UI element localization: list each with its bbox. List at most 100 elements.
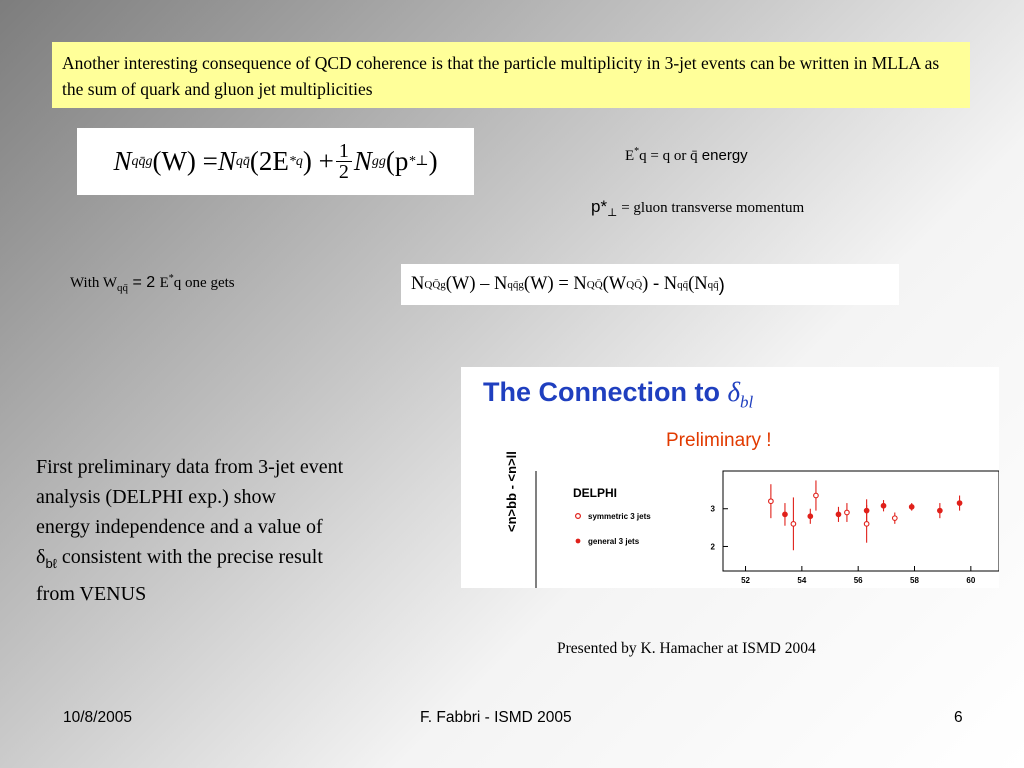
formula-t1-star: * [288, 153, 296, 169]
eq-a1: (W) – N [445, 274, 508, 294]
x-tick-label: 54 [797, 576, 806, 585]
plot-title-symbol: δ [727, 377, 741, 407]
data-point-filled [807, 513, 814, 520]
formula-t2: N [353, 146, 372, 176]
presented-by-credit: Presented by K. Hamacher at ISMD 2004 [557, 640, 816, 657]
chart-marks-layer: 52 54 56 58 60 2 3 [711, 480, 976, 585]
data-point-open [844, 509, 850, 516]
eq-a6: ) [718, 273, 725, 295]
formula-t1-close: ) + [302, 146, 334, 176]
data-point-open [790, 520, 797, 527]
plot-title-text: The Connection to [483, 377, 728, 407]
summary-line-2: analysis (DELPHI exp.) show [36, 486, 276, 508]
with-w-sub: qq̄ [117, 282, 129, 294]
formula-t2-sub: gg [371, 153, 386, 169]
formula-t1: N [217, 146, 236, 176]
formula-lhs: N [113, 146, 132, 176]
formula-t2-close: ) [428, 146, 438, 176]
summary-line-4-text: consistent with the precise result [56, 546, 323, 568]
eq-a2: (W) = N [523, 274, 587, 294]
footer-page-number: 6 [954, 709, 963, 726]
x-tick-label: 60 [966, 576, 975, 585]
energy-definition: E*q = q or q̄ energy [625, 146, 748, 165]
legend-filled-marker [575, 538, 581, 544]
p-symbol: p* [591, 197, 608, 216]
summary-line-1: First preliminary data from 3-jet event [36, 456, 344, 478]
formula-half-den: 2 [338, 161, 349, 183]
data-point-filled [956, 500, 963, 506]
data-point-filled [782, 511, 788, 518]
legend-open-label: symmetric 3 jets [588, 512, 651, 521]
with-eq: = 2 [128, 274, 160, 291]
formula-t2-sub2: ⊥ [415, 154, 429, 169]
intro-box: Another interesting consequence of QCD c… [52, 42, 970, 108]
formula-t2-arg: (p [385, 146, 409, 176]
p-def-text: = gluon transverse momentum [617, 200, 805, 216]
data-point-open [863, 520, 870, 527]
connection-plot-panel: The Connection to δbl Preliminary ! <n>b… [461, 367, 999, 588]
intro-text: Another interesting consequence of QCD c… [62, 53, 940, 99]
summary-paragraph: First preliminary data from 3-jet event … [36, 452, 446, 609]
x-tick-label: 52 [741, 576, 750, 585]
p-perp: ⊥ [607, 207, 618, 219]
eq-s3: QQ̄ [586, 278, 603, 291]
x-tick-label: 56 [854, 576, 863, 585]
footer-date: 10/8/2005 [63, 709, 132, 726]
formula-lhs-sub: qq̄g [131, 153, 153, 169]
legend-filled-label: general 3 jets [588, 537, 640, 546]
summary-line-3: energy independence and a value of [36, 516, 323, 538]
data-point-open [768, 498, 774, 505]
eq-n1: N [411, 274, 425, 294]
delphi-chart: <n>bb - <n>ll DELPHI symmetric 3 jets ge… [504, 451, 999, 588]
with-line: With Wqq̄ = 2 E*q one gets [70, 273, 235, 294]
eq-s6: qq̄ [707, 278, 719, 291]
eq-a5: (N [688, 274, 708, 294]
eq-s2: qq̄g [507, 278, 524, 291]
with-e: E [159, 275, 169, 291]
data-point-filled [937, 507, 943, 514]
plot-title-sub: bl [740, 392, 754, 412]
eq-s4: QQ̄ [626, 278, 643, 291]
eq-a4: ) - N [642, 274, 678, 294]
data-point-filled [908, 503, 915, 510]
delta-symbol: δ [36, 546, 46, 568]
eq-s5: qq̄ [677, 278, 689, 291]
delta-sub: bℓ [45, 556, 57, 571]
x-tick-label: 58 [910, 576, 919, 585]
data-point-open [813, 492, 819, 499]
formula-t1-sub: qq̄ [235, 153, 250, 169]
eq-s1: QQ̄g [424, 278, 446, 291]
e-def-text: q = q or q̄ [639, 148, 698, 164]
formula-t2-star: * [408, 153, 416, 169]
formula-lhs-arg: (W) = [152, 146, 218, 176]
y-tick-label: 2 [711, 542, 716, 551]
e-star: * [634, 146, 640, 157]
summary-line-5: from VENUS [36, 583, 147, 605]
plot-title: The Connection to δbl [483, 377, 753, 412]
eq-a3: (W [602, 274, 627, 294]
data-point-filled [835, 511, 842, 518]
legend-open-marker [574, 513, 581, 520]
plot-preliminary-label: Preliminary ! [666, 430, 772, 451]
formula-t1-arg: (2E [249, 146, 289, 176]
formula-half-num: 1 [335, 141, 352, 162]
plot-frame [722, 470, 999, 572]
with-prefix: With W [70, 275, 118, 291]
footer-title: F. Fabbri - ISMD 2005 [420, 709, 572, 726]
momentum-definition: p*⊥ = gluon transverse momentum [591, 197, 804, 219]
y-tick-label: 3 [711, 505, 716, 514]
e-def-word: energy [697, 147, 748, 164]
formula-t1-sub2: q [295, 153, 303, 169]
with-e-star: * [168, 273, 174, 284]
data-point-open [891, 515, 898, 522]
e-symbol: E [625, 148, 635, 164]
data-point-filled [863, 507, 870, 514]
y-axis-label: <n>bb - <n>ll [504, 451, 519, 532]
with-tail: q one gets [173, 275, 235, 291]
data-point-filled [880, 502, 887, 509]
experiment-label: DELPHI [573, 486, 617, 500]
summary-line-4: δbℓ consistent with the precise result [36, 542, 446, 579]
